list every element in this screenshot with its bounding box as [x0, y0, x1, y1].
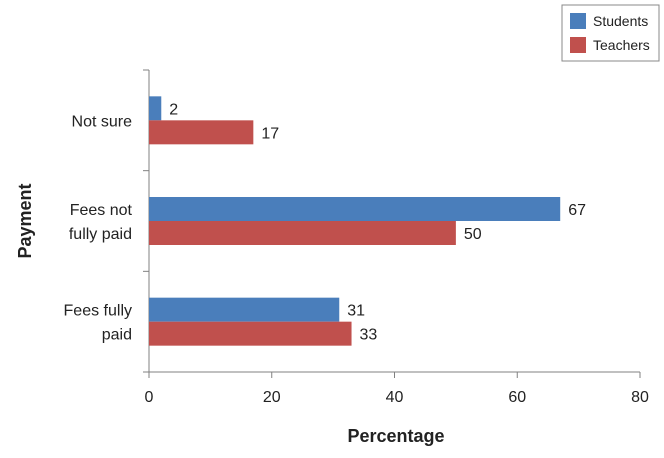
x-tick-label: 20 — [263, 389, 281, 406]
category-label: Not sure — [72, 113, 133, 130]
legend-swatch-teachers — [570, 37, 586, 53]
bars — [149, 96, 561, 346]
x-tick-label: 60 — [508, 389, 526, 406]
value-label: 67 — [568, 202, 586, 219]
value-labels: 2 17 67 50 31 33 — [169, 101, 586, 343]
bar-teachers — [149, 321, 352, 346]
category-label: paid — [102, 327, 132, 344]
x-axis-title: Percentage — [347, 426, 444, 446]
legend-swatch-students — [570, 13, 586, 29]
x-axis-ticks: 0 20 40 60 80 — [145, 372, 649, 406]
value-label: 50 — [464, 226, 482, 243]
value-label: 17 — [261, 125, 279, 142]
category-label: Fees fully — [64, 303, 132, 320]
category-labels: Not sure Fees not fully paid Fees fully paid — [64, 113, 133, 343]
y-axis-title: Payment — [15, 183, 35, 258]
value-label: 31 — [347, 303, 365, 320]
bar-students — [149, 197, 561, 221]
bar-teachers — [149, 120, 254, 145]
legend-label: Teachers — [593, 37, 650, 53]
y-axis-ticks — [143, 69, 149, 373]
value-label: 33 — [360, 327, 378, 344]
x-tick-label: 80 — [631, 389, 649, 406]
x-tick-label: 0 — [145, 389, 154, 406]
legend-label: Students — [593, 13, 648, 29]
bar-teachers — [149, 221, 456, 245]
bar-students — [149, 297, 340, 322]
bar-students — [149, 96, 162, 121]
value-label: 2 — [169, 101, 178, 118]
category-label: Fees not — [70, 202, 133, 219]
legend: Students Teachers — [561, 4, 660, 62]
category-label: fully paid — [69, 226, 132, 243]
x-tick-label: 40 — [386, 389, 404, 406]
